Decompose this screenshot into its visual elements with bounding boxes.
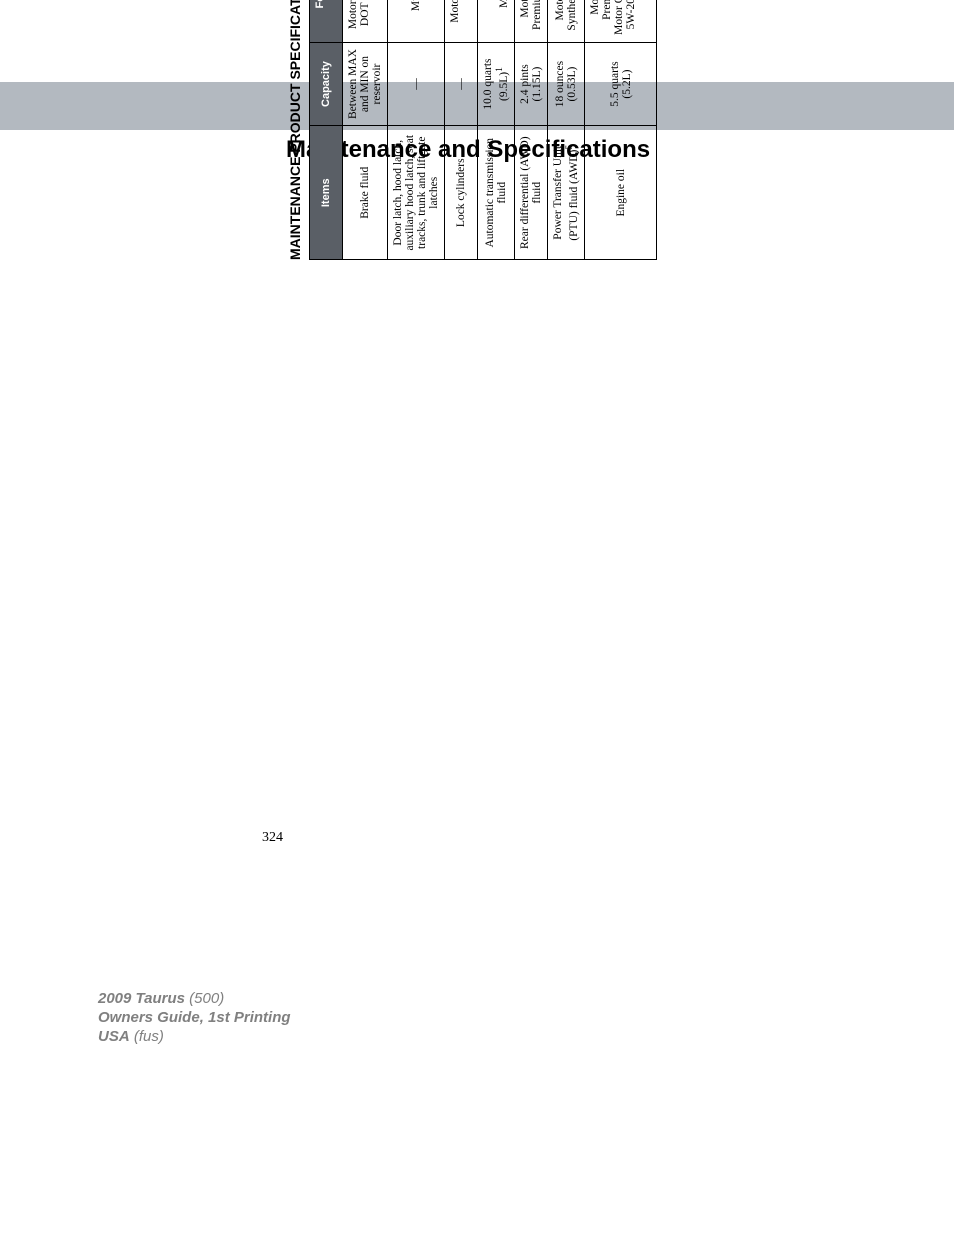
table-row: Door latch, hood latch, auxiliary hood l… [388, 0, 445, 260]
table-row: Lock cylinders — Motorcraft Penetrating … [445, 0, 478, 260]
cell-name: Motorcraft SAE 75W-140 Synthetic Rear Ax… [547, 0, 584, 42]
cell-name: Motorcraft High Performance DOT 3 Motor … [343, 0, 388, 42]
cell-capacity: 10.0 quarts (9.5L)1 [478, 42, 515, 126]
cell-items: Rear differential (AWD) fluid [514, 126, 547, 260]
cell-name: Motorcraft Penetrating and Lock Lubrican… [445, 0, 478, 42]
footer-line1-bold: 2009 Taurus [98, 990, 185, 1007]
cell-capacity: — [388, 42, 445, 126]
name-lines: Motorcraft SAE 5W-20 Premium Synthetic B… [589, 0, 637, 35]
cell-capacity: 2.4 pints (1.15L) [514, 42, 547, 126]
cell-name: Motorcraft SAE 80W-90 Premium Rear Axle … [514, 0, 547, 42]
table-row: Engine oil 5.5 quarts (5.2L) Motorcraft … [584, 0, 657, 260]
table-row: Automatic transmission fluid 10.0 quarts… [478, 0, 515, 260]
cell-items: Power Transfer Unit (PTU) fluid (AWD)5 [547, 126, 584, 260]
col-items: Items [310, 126, 343, 260]
table-header-row: Items Capacity Ford Part Name or equival… [310, 0, 343, 260]
footer-line2: Owners Guide, 1st Printing [98, 1009, 291, 1028]
cell-items: Lock cylinders [445, 126, 478, 260]
footnote-sup: 1 [494, 67, 505, 72]
spec-table: Items Capacity Ford Part Name or equival… [309, 0, 657, 260]
table-row: Rear differential (AWD) fluid 2.4 pints … [514, 0, 547, 260]
cell-name: Motorcraft SAE 5W-20 Premium Synthetic B… [584, 0, 657, 42]
table-row: Brake fluid Between MAX and MIN on reser… [343, 0, 388, 260]
table-row: Power Transfer Unit (PTU) fluid (AWD)5 1… [547, 0, 584, 260]
table-heading: MAINTENANCE PRODUCT SPECIFICATIONS AND C… [287, 0, 303, 260]
cell-capacity: 5.5 quarts (5.2L) [584, 42, 657, 126]
cell-name: Multi-Purpose Grease [388, 0, 445, 42]
name-line2a: MERCON [498, 0, 510, 8]
items-line2: (PTU) fluid (AWD) [568, 150, 580, 241]
cell-capacity: 18 ounces (0.53L) [547, 42, 584, 126]
col-name: Ford Part Name or equivalent [310, 0, 343, 42]
footer: 2009 Taurus (500) Owners Guide, 1st Prin… [98, 990, 291, 1046]
footnote-sup: 5 [564, 145, 575, 150]
page-number: 324 [262, 830, 283, 846]
cell-name: Motorcraft MERCON® V ATF2 [478, 0, 515, 42]
cell-items: Automatic transmission fluid [478, 126, 515, 260]
cell-items: Brake fluid [343, 126, 388, 260]
capacity-main: 10.0 quarts [482, 58, 494, 109]
footer-line1: 2009 Taurus (500) [98, 990, 291, 1009]
footer-line3-bold: USA [98, 1028, 130, 1045]
capacity-sub: (9.5L) [498, 72, 510, 101]
footer-line3-rest: (fus) [130, 1028, 164, 1045]
cell-capacity: — [445, 42, 478, 126]
col-capacity: Capacity [310, 42, 343, 126]
cell-items: Door latch, hood latch, auxiliary hood l… [388, 126, 445, 260]
footer-line1-rest: (500) [185, 990, 224, 1007]
cell-items: Engine oil [584, 126, 657, 260]
cell-capacity: Between MAX and MIN on reservoir [343, 42, 388, 126]
items-line1: Power Transfer Unit [552, 146, 564, 240]
rotated-content: MAINTENANCE PRODUCT SPECIFICATIONS AND C… [287, 0, 657, 260]
footer-line3: USA (fus) [98, 1028, 291, 1047]
